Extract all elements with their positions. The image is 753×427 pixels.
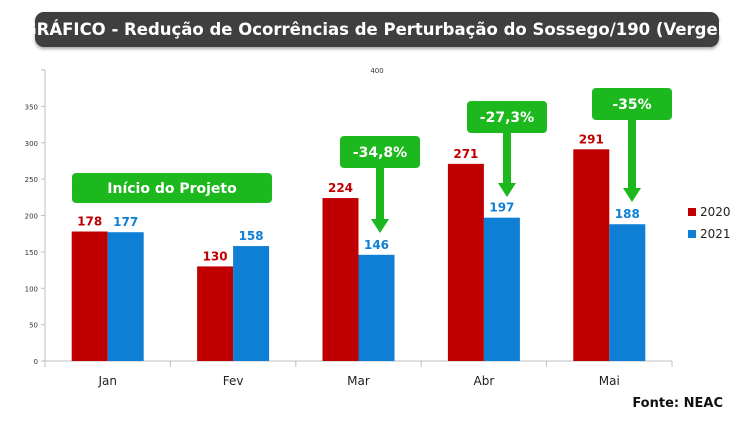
y-tick-label: 350 — [25, 103, 38, 111]
y-tick-label: 0 — [34, 358, 38, 366]
bar-2020-mai — [573, 149, 610, 361]
bar-2020-fev — [197, 266, 234, 361]
source-label: Fonte: NEAC — [632, 396, 723, 411]
data-label-2020-mai: 291 — [579, 132, 604, 146]
title-banner: GRÁFICO - Redução de Ocorrências de Pert… — [23, 12, 731, 47]
bar-2021-fev — [233, 246, 270, 361]
callout-text-mar: -34,8% — [353, 145, 407, 161]
bar-2020-abr — [447, 163, 484, 361]
callout-box-mai — [592, 88, 672, 120]
x-tick-label: Jan — [97, 374, 117, 388]
chart-title: GRÁFICO - Redução de Ocorrências de Pert… — [23, 20, 731, 39]
callout-text-abr: -27,3% — [480, 110, 534, 126]
callout-box-jan — [72, 173, 272, 203]
legend-swatch-2020 — [688, 208, 696, 216]
data-label-2021-jan: 177 — [113, 215, 138, 229]
y-tick-label: 150 — [25, 249, 38, 257]
data-label-2021-fev: 158 — [239, 229, 264, 243]
x-tick-label: Abr — [474, 374, 495, 388]
data-label-2020-jan: 178 — [77, 215, 102, 229]
legend-label-2021: 2021 — [700, 227, 731, 241]
x-tick-label: Fev — [223, 374, 244, 388]
bar-2021-mai — [609, 224, 646, 361]
y-tick-label: 50 — [29, 322, 38, 330]
data-label-2021-abr: 197 — [489, 201, 514, 215]
data-label-2020-abr: 271 — [453, 147, 478, 161]
callout-box-mar — [340, 136, 420, 168]
bar-2021-mar — [358, 254, 395, 361]
legend-swatch-2021 — [688, 230, 696, 238]
legend-label-2020: 2020 — [700, 205, 731, 219]
data-label-2020-mar: 224 — [328, 181, 353, 195]
bar-2020-mar — [322, 198, 359, 361]
x-tick-label: Mar — [347, 374, 370, 388]
y-tick-label: 100 — [25, 285, 38, 293]
callout-arrow-mar — [371, 168, 389, 233]
data-label-2021-mar: 146 — [364, 238, 389, 252]
callout-text-mai: -35% — [612, 97, 651, 113]
y-tick-label: 250 — [25, 176, 38, 184]
x-tick-label: Mai — [599, 374, 620, 388]
callout-box-abr — [467, 101, 547, 133]
data-label-2021-mai: 188 — [615, 207, 640, 221]
y-tick-label: 200 — [25, 213, 38, 221]
bar-2021-abr — [483, 217, 520, 361]
bar-2020-jan — [71, 231, 108, 361]
callout-arrow-mai — [623, 120, 641, 202]
callout-text-jan: Início do Projeto — [107, 181, 237, 197]
bar-2021-jan — [107, 232, 144, 361]
callout-arrow-abr — [498, 133, 516, 197]
y-tick-label: 400 — [370, 67, 383, 75]
y-tick-label: 300 — [25, 140, 38, 148]
data-label-2020-fev: 130 — [203, 249, 228, 263]
